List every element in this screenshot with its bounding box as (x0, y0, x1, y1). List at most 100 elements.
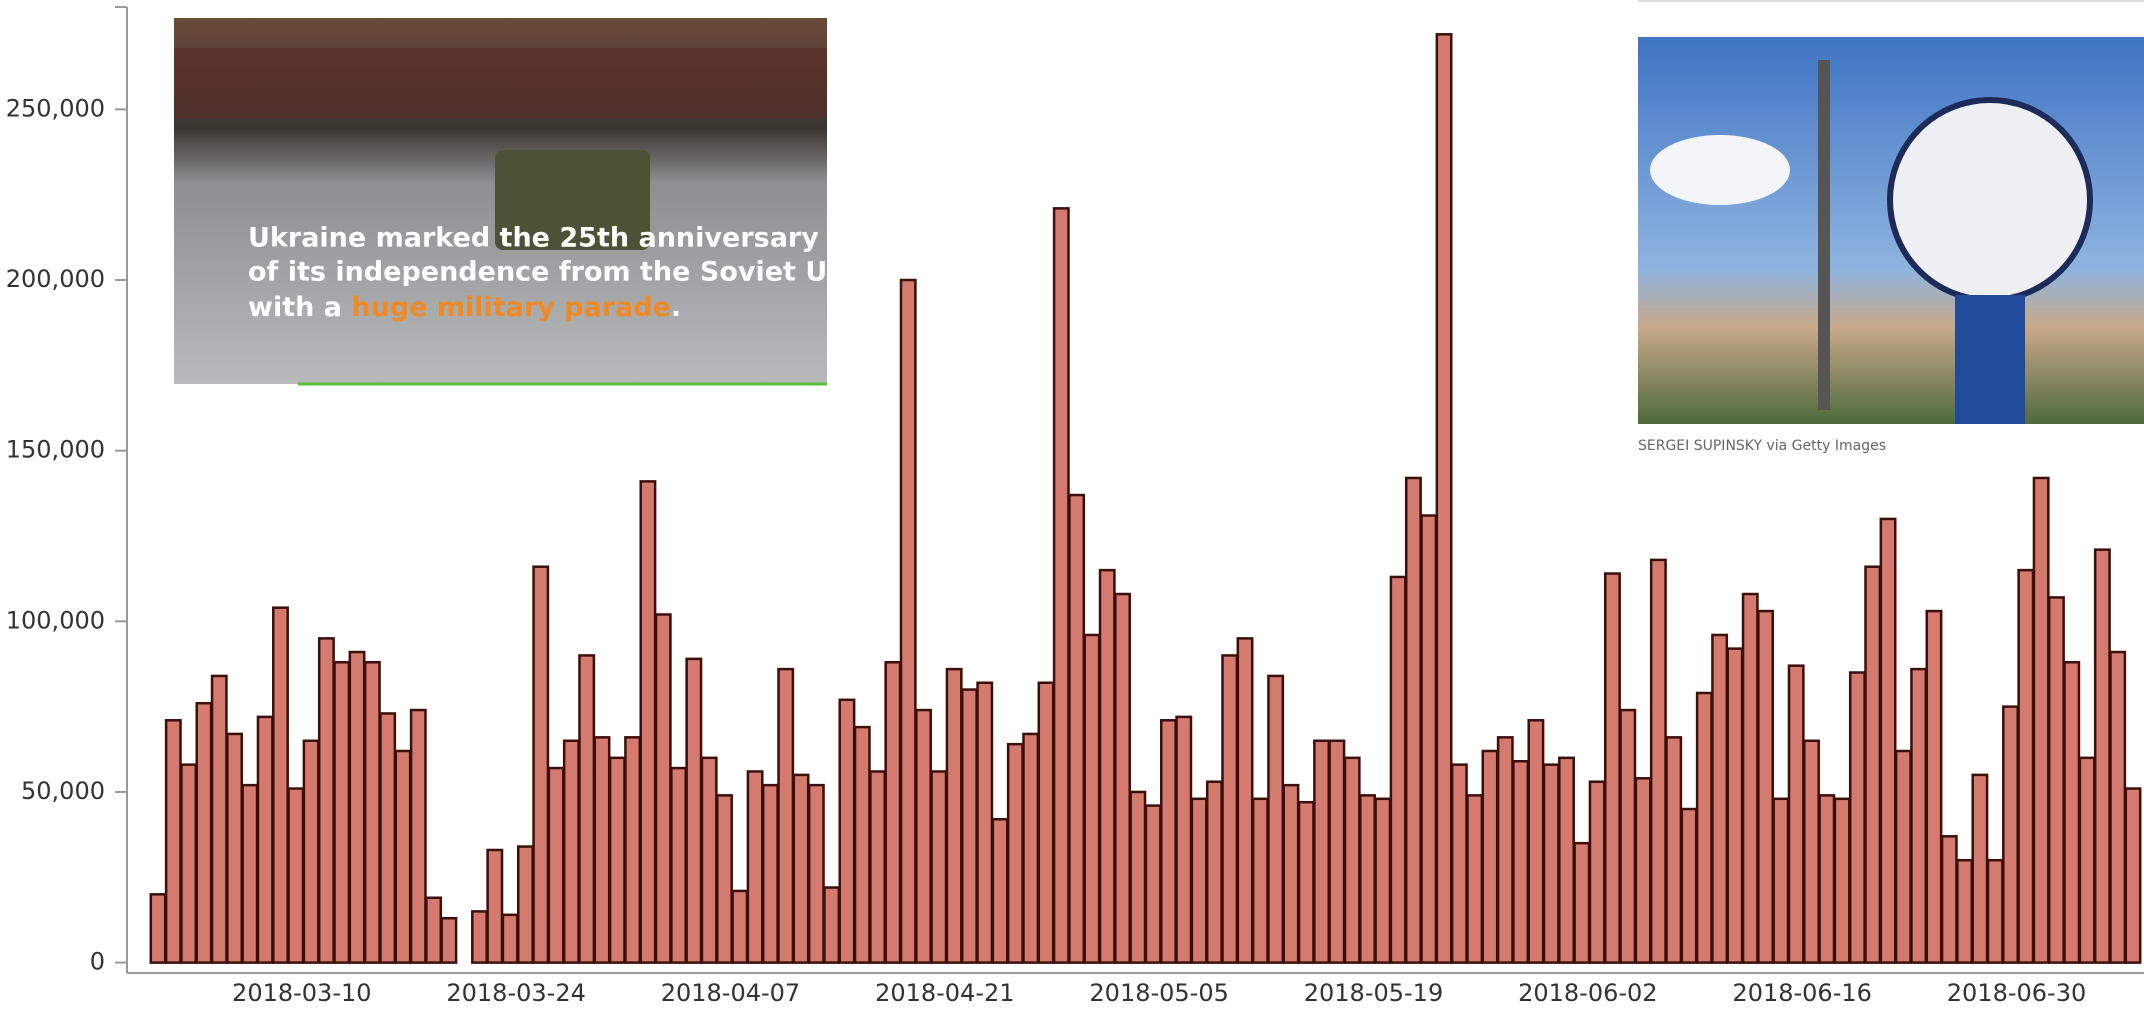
bar (1389, 575, 1407, 964)
bar (1450, 763, 1468, 964)
bar (1022, 732, 1040, 964)
bar (2017, 568, 2035, 964)
x-tick-label: 2018-05-19 (1304, 979, 1443, 1006)
bar (241, 783, 259, 964)
bar (1695, 691, 1713, 964)
bar (884, 661, 902, 964)
bar (915, 708, 932, 964)
bar (2124, 787, 2142, 964)
bar (1741, 592, 1759, 964)
x-tick-label: 2018-03-10 (232, 979, 371, 1006)
bar (960, 688, 978, 964)
bar (1665, 736, 1683, 964)
x-tick-label: 2018-04-07 (661, 979, 800, 1006)
bar (654, 613, 672, 964)
bar (761, 783, 779, 964)
bar (532, 565, 550, 964)
bar (930, 770, 948, 964)
bar (1267, 674, 1285, 964)
bar (1894, 749, 1912, 964)
y-tick-label: 0 (90, 948, 105, 976)
x-tick-label: 2018-06-02 (1518, 979, 1657, 1006)
bar (716, 794, 733, 964)
bar (731, 889, 749, 964)
bar (1512, 759, 1530, 964)
bar (425, 896, 443, 964)
video-overlay[interactable]: Ukraine marked the 25th anniversary of i… (174, 18, 894, 386)
crowd (174, 48, 827, 118)
video-caption: with a huge military parade. (248, 292, 681, 323)
bar (363, 661, 381, 964)
bar (777, 667, 795, 964)
bar (991, 818, 1009, 964)
lamp-post (1818, 60, 1830, 410)
x-tick-label: 2018-03-24 (446, 979, 585, 1006)
bar (1588, 780, 1606, 964)
bar (1818, 794, 1836, 964)
y-tick-label: 200,000 (6, 265, 105, 293)
bar (1359, 794, 1376, 964)
bar (1542, 763, 1560, 964)
bar (853, 725, 871, 964)
bar (195, 701, 213, 964)
bar (1558, 756, 1575, 964)
bar (746, 770, 764, 964)
bar (1328, 739, 1346, 964)
bar (1879, 517, 1897, 964)
bar (1129, 790, 1147, 964)
bar (1037, 681, 1055, 964)
bar (317, 637, 335, 964)
bar (2032, 476, 2050, 964)
bar (807, 783, 825, 964)
bar (1420, 514, 1438, 964)
bar (700, 756, 718, 964)
bar (394, 749, 412, 964)
bar (1190, 797, 1208, 964)
bar (1466, 794, 1484, 964)
vehicle (495, 150, 650, 250)
bar (287, 787, 305, 964)
bar (1833, 797, 1851, 964)
bar (2078, 756, 2096, 964)
bar (1006, 742, 1024, 964)
photo-credit: SERGEI SUPINSKY via Getty Images (1638, 438, 1886, 454)
bar (409, 708, 427, 964)
x-tick-label: 2018-06-16 (1732, 979, 1871, 1006)
bar (2047, 596, 2065, 964)
bar (1160, 719, 1177, 964)
bar (1711, 633, 1729, 964)
bar (180, 763, 198, 964)
bar (1910, 667, 1928, 964)
bar (1634, 777, 1652, 964)
bar (945, 667, 963, 964)
bar (149, 893, 167, 964)
bar (2109, 650, 2127, 964)
bar (1787, 664, 1805, 964)
bar (379, 712, 397, 964)
highlight: huge military parade (351, 292, 671, 323)
bar (823, 886, 841, 964)
video-caption: . (671, 292, 681, 323)
bar (1343, 756, 1361, 964)
x-tick-label: 2018-04-21 (875, 979, 1014, 1006)
bar (226, 732, 244, 964)
bar (578, 654, 596, 964)
bar (1803, 739, 1820, 964)
bar (1956, 858, 1974, 964)
photo-overlay: SERGEI SUPINSKY via Getty Images (1638, 0, 2144, 454)
bar (976, 681, 994, 964)
x-tick-label: 2018-05-05 (1089, 979, 1228, 1006)
bar (1114, 592, 1131, 964)
bar (1649, 558, 1667, 964)
bar (210, 674, 228, 964)
bar (1680, 807, 1698, 964)
bar (440, 916, 458, 964)
bar (1175, 715, 1193, 964)
bar (486, 848, 504, 964)
bar (1986, 858, 2004, 964)
bar (2063, 661, 2081, 964)
y-tick-label: 50,000 (21, 777, 105, 805)
bar (1527, 719, 1545, 964)
